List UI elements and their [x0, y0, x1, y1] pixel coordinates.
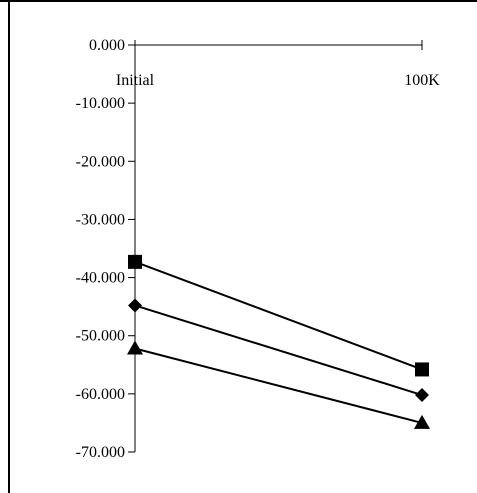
- data-point-diamond: [415, 388, 429, 403]
- x-axis: Initial 100K: [116, 40, 440, 89]
- y-tick-label: -70.000: [76, 444, 125, 461]
- series-diamond: [128, 298, 429, 403]
- data-point-square: [128, 254, 142, 269]
- series-group: [127, 254, 430, 429]
- data-point-square: [415, 362, 429, 377]
- y-tick-label: 0.000: [89, 37, 125, 54]
- y-tick-label: -30.000: [76, 211, 125, 228]
- series-line: [134, 260, 423, 371]
- series-line: [134, 304, 423, 396]
- y-axis: 0.000 -10.000 -20.000 -30.000 -40.000 -50.000…: [76, 37, 136, 461]
- y-tick-label: -60.000: [76, 386, 125, 403]
- x-tick-label: 100K: [404, 72, 440, 89]
- data-point-triangle: [127, 340, 143, 355]
- y-tick-label: -40.000: [76, 270, 125, 287]
- y-tick-label: -20.000: [76, 153, 125, 170]
- series-square: [128, 254, 429, 377]
- y-tick-label: -50.000: [76, 328, 125, 345]
- data-point-triangle: [414, 414, 430, 429]
- data-point-diamond: [128, 298, 142, 313]
- x-tick-label: Initial: [116, 72, 155, 89]
- series-line: [134, 347, 423, 424]
- series-triangle: [127, 340, 430, 429]
- y-tick-label: -10.000: [76, 95, 125, 112]
